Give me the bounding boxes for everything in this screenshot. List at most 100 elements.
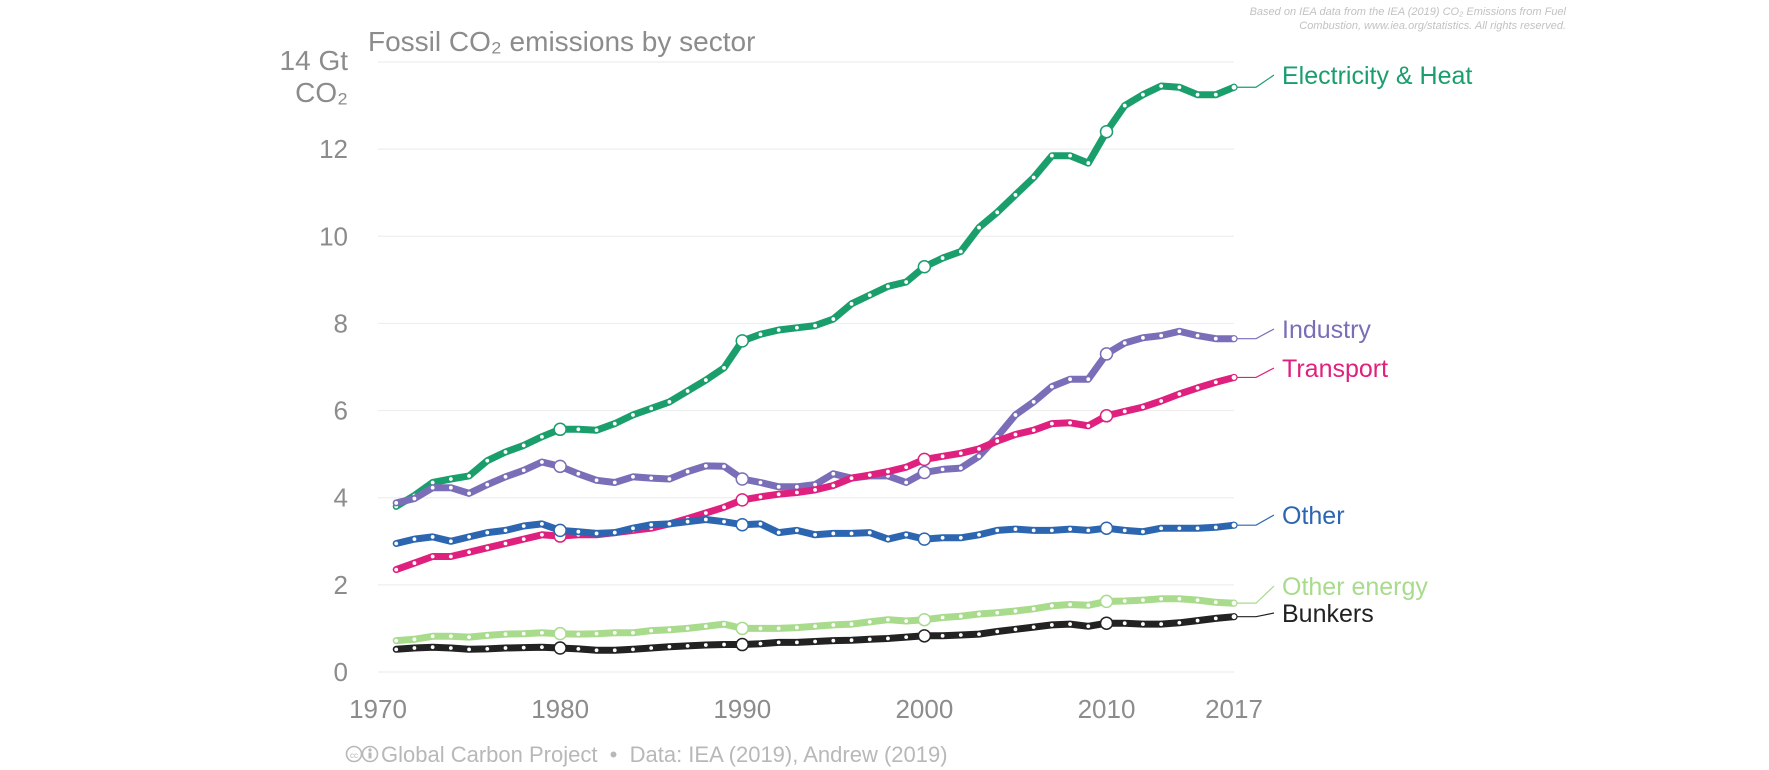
data-point	[1213, 380, 1218, 385]
data-point	[735, 637, 750, 652]
data-point	[703, 511, 708, 515]
data-point	[448, 634, 453, 639]
series-labels: Electricity & Heat Industry Transport Other…	[1237, 62, 1472, 628]
data-point	[1213, 616, 1218, 621]
data-point	[540, 460, 544, 464]
data-point	[904, 280, 909, 284]
data-point	[1086, 624, 1091, 629]
data-point	[430, 634, 435, 639]
data-point	[540, 645, 544, 650]
data-point	[612, 648, 617, 653]
data-point	[1099, 594, 1114, 609]
data-point	[917, 532, 932, 546]
data-point	[1122, 409, 1127, 414]
data-point	[703, 517, 708, 522]
label-leader-line	[1237, 74, 1275, 88]
series-lines	[392, 82, 1238, 655]
data-point	[412, 637, 417, 642]
data-point	[1099, 409, 1114, 423]
data-point	[1177, 526, 1182, 531]
data-point	[886, 537, 890, 542]
data-point	[1159, 596, 1164, 601]
data-point	[576, 632, 581, 636]
data-point	[1195, 598, 1200, 603]
data-point	[722, 519, 726, 524]
data-point	[576, 529, 581, 534]
data-point	[430, 554, 435, 559]
data-point	[412, 537, 417, 542]
data-point	[485, 545, 490, 550]
data-point	[1068, 622, 1072, 626]
data-point	[1068, 420, 1072, 425]
data-point	[867, 530, 872, 535]
data-point	[1031, 528, 1036, 533]
data-point	[1122, 341, 1127, 345]
data-point	[1086, 423, 1091, 428]
series-label: Bunkers	[1282, 600, 1374, 628]
data-point	[612, 421, 617, 426]
data-point	[1122, 621, 1127, 626]
data-point	[430, 645, 435, 650]
data-point	[394, 567, 399, 572]
data-point	[917, 452, 932, 467]
y-tick-label: 4	[334, 483, 348, 513]
data-point	[1159, 399, 1164, 403]
x-tick-label: 2000	[895, 694, 953, 724]
chart-title: Fossil CO₂ emissions by sector	[368, 26, 755, 57]
data-point	[831, 531, 836, 536]
data-point	[649, 522, 654, 527]
data-point	[521, 524, 526, 528]
data-point	[649, 628, 654, 633]
data-point	[886, 636, 890, 641]
end-point	[1230, 335, 1238, 343]
data-point	[722, 622, 726, 626]
data-point	[940, 467, 945, 472]
data-point	[430, 535, 435, 539]
data-point	[1086, 377, 1091, 382]
data-point	[886, 469, 890, 474]
data-point	[467, 550, 471, 555]
x-tick-label: 2010	[1078, 694, 1136, 724]
data-point	[1099, 347, 1114, 361]
data-point	[703, 464, 708, 468]
data-point	[776, 530, 781, 535]
data-point	[503, 528, 508, 533]
data-point	[867, 473, 872, 477]
data-point	[485, 530, 490, 535]
data-point	[412, 496, 417, 501]
data-point	[521, 468, 526, 473]
data-point	[612, 630, 617, 635]
series-bunkers	[392, 613, 1238, 655]
data-point	[1099, 124, 1114, 139]
data-point	[1086, 528, 1091, 533]
data-point	[831, 317, 836, 321]
data-point	[1049, 528, 1054, 533]
y-axis-ticks: 0 2 4 6 8 10 12	[319, 134, 348, 687]
data-point	[448, 554, 453, 559]
series-label: Other energy	[1282, 573, 1428, 601]
data-point	[813, 532, 818, 537]
data-point	[394, 501, 399, 505]
data-point	[995, 439, 1000, 443]
data-point	[612, 530, 617, 535]
end-point	[1230, 613, 1238, 621]
data-point	[703, 624, 708, 629]
data-point	[776, 492, 781, 497]
y-tick-label: 6	[334, 396, 348, 426]
series-electricity-heat	[392, 82, 1238, 510]
data-point	[1141, 405, 1145, 409]
data-point	[1031, 399, 1036, 404]
data-point	[594, 531, 599, 536]
data-point	[849, 301, 854, 306]
data-point	[1177, 329, 1182, 334]
end-point	[1230, 83, 1238, 91]
data-point	[958, 466, 963, 470]
data-point	[977, 532, 981, 537]
series-other-energy	[392, 594, 1238, 645]
data-point	[1213, 336, 1218, 341]
data-point	[904, 619, 909, 623]
data-point	[521, 537, 526, 542]
end-point	[1230, 373, 1238, 382]
data-point	[685, 469, 690, 474]
data-point	[1195, 333, 1200, 338]
